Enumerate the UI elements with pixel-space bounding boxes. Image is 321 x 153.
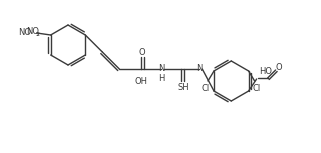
Text: N: N	[196, 63, 203, 73]
Text: OH: OH	[135, 76, 148, 86]
Text: H: H	[158, 73, 164, 82]
Text: NO: NO	[18, 28, 31, 37]
Text: Cl: Cl	[202, 84, 210, 93]
Text: ₂: ₂	[36, 32, 39, 37]
Text: 2: 2	[35, 32, 39, 37]
Text: N: N	[158, 63, 164, 73]
Text: O: O	[275, 62, 282, 71]
Text: NO: NO	[26, 26, 39, 35]
Text: SH: SH	[178, 82, 189, 91]
Text: O: O	[138, 47, 145, 56]
Text: Cl: Cl	[253, 84, 261, 93]
Text: HO: HO	[259, 67, 272, 75]
